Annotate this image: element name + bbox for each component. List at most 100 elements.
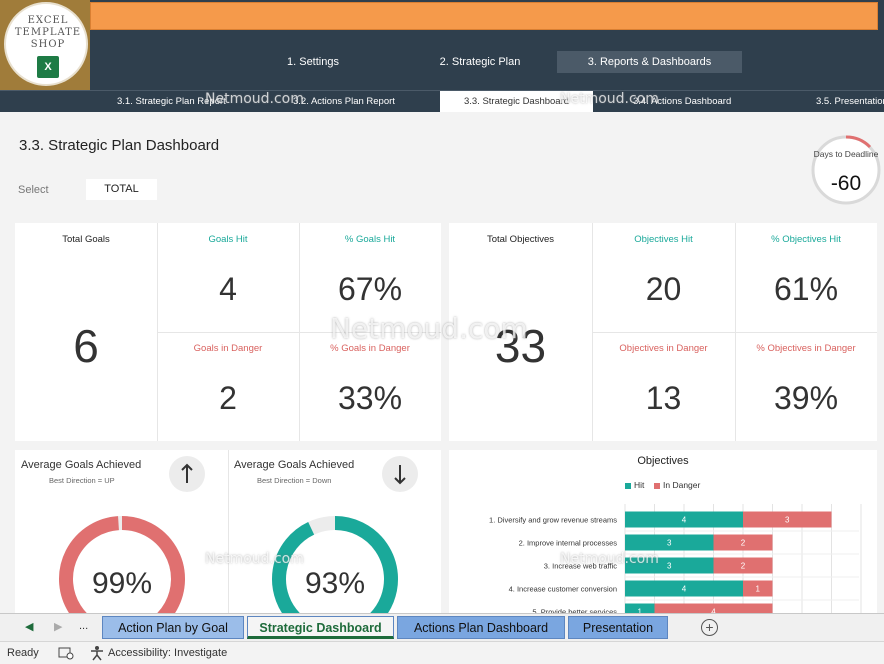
logo-line-3: SHOP [30, 39, 66, 50]
tab-settings[interactable]: 1. Settings [287, 56, 339, 68]
select-label: Select [18, 184, 49, 196]
pct-objectives-danger-label: % Objectives in Danger [756, 343, 856, 354]
total-objectives-value: 33 [494, 320, 547, 372]
accessibility-status[interactable]: Accessibility: Investigate [108, 647, 228, 659]
total-goals-value: 6 [73, 320, 99, 372]
gauge-2-ring [272, 516, 398, 613]
tab-reports-dashboards[interactable]: 3. Reports & Dashboards [557, 51, 742, 73]
subtab-actions-dashboard[interactable]: 3.4. Actions Dashboard [633, 96, 732, 107]
pct-goals-hit-label: % Goals Hit [344, 234, 396, 245]
chart-title: Objectives [637, 455, 689, 467]
objectives-kpi-panel: Total Objectives 33 Objectives Hit 20 % … [449, 223, 877, 441]
goals-danger-label: Goals in Danger [193, 343, 263, 354]
bar-in-danger [713, 534, 773, 551]
pct-objectives-hit-card: % Objectives Hit 61% [735, 223, 877, 332]
pct-goals-danger-label: % Goals in Danger [330, 343, 410, 354]
pct-objectives-danger-card: % Objectives in Danger 39% [735, 332, 877, 441]
objectives-danger-card: Objectives in Danger 13 [592, 332, 735, 441]
pct-goals-danger-card: % Goals in Danger 33% [299, 332, 441, 441]
gauge-2-value: 93% [304, 567, 366, 600]
pct-goals-hit-card: % Goals Hit 67% [299, 223, 441, 332]
category-label: 1. Diversify and grow revenue streams [489, 516, 617, 525]
total-goals-card: Total Goals 6 [15, 223, 157, 441]
legend-hit: Hit [625, 480, 644, 490]
more-sheets-button[interactable]: ... [79, 620, 89, 632]
status-ready: Ready [7, 647, 39, 659]
deadline-label: Days to Deadline [813, 149, 879, 159]
subtab-strategic-dashboard[interactable]: 3.3. Strategic Dashboard [440, 91, 593, 113]
logo: EXCEL TEMPLATE SHOP X [0, 0, 90, 90]
objectives-danger-value: 13 [645, 380, 682, 416]
bar-hit [625, 534, 714, 551]
total-goals-label: Total Goals [62, 234, 110, 245]
sheet-tab-strategic-dashboard[interactable]: Strategic Dashboard [247, 616, 394, 639]
category-label: 5. Provide better services [532, 608, 617, 614]
bar-hit [625, 511, 743, 528]
logo-line-2: TEMPLATE [14, 27, 82, 38]
logo-badge: EXCEL TEMPLATE SHOP X [4, 2, 88, 86]
pct-objectives-hit-label: % Objectives Hit [771, 234, 841, 245]
sheet-tab-bar: ◀ ▶ ... Action Plan by Goal Strategic Da… [0, 613, 884, 641]
total-objectives-card: Total Objectives 33 [449, 223, 592, 441]
legend-hit-label: Hit [634, 480, 645, 490]
data-label: 2 [741, 539, 746, 548]
total-objectives-label: Total Objectives [486, 234, 555, 245]
bar-hit [625, 603, 655, 613]
data-label: 4 [711, 608, 716, 614]
pct-goals-hit-value: 67% [337, 271, 403, 307]
objectives-hit-value: 20 [645, 271, 682, 307]
tab-strategic-plan[interactable]: 2. Strategic Plan [439, 56, 521, 68]
status-bar: Ready Accessibility: Investigate [0, 641, 884, 664]
arrow-down-icon [382, 456, 418, 492]
subtab-strategic-plan-report[interactable]: 3.1. Strategic Plan Report [117, 96, 226, 107]
bar-hit [625, 580, 743, 597]
gauge-1-title: Average Goals Achieved [21, 459, 142, 471]
arrow-up-icon [169, 456, 205, 492]
goals-danger-value: 2 [219, 380, 237, 416]
objectives-hit-card: Objectives Hit 20 [592, 223, 735, 332]
accessibility-icon[interactable] [89, 645, 105, 664]
data-label: 3 [785, 516, 790, 525]
sheet-tab-action-plan-by-goal[interactable]: Action Plan by Goal [102, 616, 244, 639]
sheet-tab-actions-plan-dashboard[interactable]: Actions Plan Dashboard [397, 616, 565, 639]
logo-line-1: EXCEL [27, 15, 69, 26]
goals-kpi-panel: Total Goals 6 Goals Hit 4 % Goals Hit 67… [15, 223, 441, 441]
data-label: 1 [756, 585, 761, 594]
bar-in-danger [713, 557, 773, 574]
pct-objectives-hit-value: 61% [773, 271, 839, 307]
gauge-1-subtitle: Best Direction = UP [49, 476, 115, 485]
select-dropdown[interactable]: TOTAL [86, 179, 157, 200]
scroll-left-icon[interactable]: ◀ [25, 621, 34, 633]
gauge-2-title: Average Goals Achieved [234, 459, 355, 471]
goals-hit-value: 4 [219, 271, 237, 307]
goals-hit-label: Goals Hit [208, 234, 248, 245]
objectives-hit-label: Objectives Hit [634, 234, 693, 245]
legend-in-danger: In Danger [654, 480, 700, 490]
objectives-danger-label: Objectives in Danger [619, 343, 708, 354]
header-banner [90, 2, 878, 30]
sub-tab-bar: 3.1. Strategic Plan Report 3.2. Actions … [0, 90, 884, 113]
scroll-right-icon[interactable]: ▶ [54, 621, 63, 633]
data-label: 2 [741, 562, 746, 571]
goals-danger-card: Goals in Danger 2 [157, 332, 299, 441]
goals-hit-card: Goals Hit 4 [157, 223, 299, 332]
gauge-1-ring [59, 516, 185, 613]
data-label: 3 [667, 562, 672, 571]
page-title: 3.3. Strategic Plan Dashboard [19, 137, 220, 154]
sheet-tab-presentation[interactable]: Presentation [568, 616, 668, 639]
legend-hit-swatch [625, 482, 631, 489]
category-label: 2. Improve internal processes [519, 539, 618, 548]
pct-objectives-danger-value: 39% [773, 380, 839, 416]
bar-hit [625, 557, 714, 574]
add-sheet-icon[interactable]: + [701, 619, 718, 636]
macro-record-icon[interactable] [58, 645, 74, 664]
objectives-chart-panel: 1. Diversify and grow revenue streams 4 3 2… [449, 450, 877, 613]
legend-danger-label: In Danger [663, 480, 701, 490]
subtab-actions-plan-report[interactable]: 3.2. Actions Plan Report [293, 96, 395, 107]
subtab-presentation[interactable]: 3.5. Presentation [816, 96, 884, 107]
excel-icon: X [37, 56, 59, 78]
gauges-panel: Average Goals Achieved Best Direction = … [15, 450, 441, 613]
category-label: 3. Increase web traffic [544, 562, 617, 571]
category-label: 4. Increase customer conversion [509, 585, 617, 594]
bar-in-danger [743, 580, 773, 597]
